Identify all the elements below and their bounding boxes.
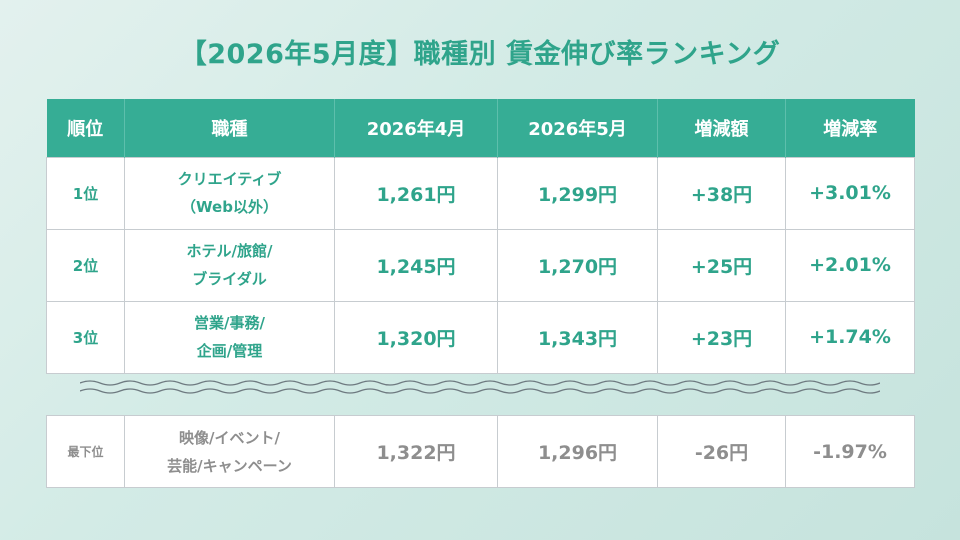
rank-cell: 3位 [46,300,125,374]
header-rate: 増減率 [785,99,915,157]
ranking-table: 順位 職種 2026年4月 2026年5月 増減額 増減率 1位 クリエイティブ… [46,99,915,374]
rank-cell: 2位 [46,228,125,302]
table-header-row: 順位 職種 2026年4月 2026年5月 増減額 増減率 [46,99,915,157]
may-wage-cell: 1,343円 [497,300,658,374]
diff-cell: +38円 [657,156,786,230]
april-wage-cell: 1,320円 [334,300,498,374]
header-job: 職種 [124,99,335,157]
april-wage-cell: 1,245円 [334,228,498,302]
may-wage-cell: 1,299円 [497,156,658,230]
job-line: 営業/事務/ [194,314,265,332]
rank-cell: 1位 [46,156,125,230]
job-line: ブライダル [192,270,267,288]
job-cell: クリエイティブ （Web以外） [124,156,335,230]
rate-cell: -1.97% [785,415,915,488]
job-cell: 映像/イベント/ 芸能/キャンペーン [124,415,335,488]
header-april: 2026年4月 [334,99,498,157]
diff-cell: +23円 [657,300,786,374]
rank-cell: 最下位 [46,415,125,488]
header-rank: 順位 [46,99,125,157]
job-line: 芸能/キャンペーン [167,456,292,475]
diff-cell: +25円 [657,228,786,302]
april-wage-cell: 1,261円 [334,156,498,230]
job-cell: 営業/事務/ 企画/管理 [124,300,335,374]
rate-cell: +1.74% [785,300,915,374]
job-cell: ホテル/旅館/ ブライダル [124,228,335,302]
job-line: クリエイティブ [177,170,282,188]
job-line: （Web以外） [181,198,278,216]
table-row: 3位 営業/事務/ 企画/管理 1,320円 1,343円 +23円 +1.74… [46,300,915,374]
rate-cell: +3.01% [785,156,915,230]
page-title: 【2026年5月度】職種別 賃金伸び率ランキング [179,39,781,70]
may-wage-cell: 1,270円 [497,228,658,302]
table-row: 2位 ホテル/旅館/ ブライダル 1,245円 1,270円 +25円 +2.0… [46,228,915,302]
job-line: 企画/管理 [196,342,263,360]
job-line: ホテル/旅館/ [186,242,273,260]
job-line: 映像/イベント/ [179,428,280,447]
april-wage-cell: 1,322円 [334,415,498,488]
table-row: 最下位 映像/イベント/ 芸能/キャンペーン 1,322円 1,296円 -26… [46,415,915,488]
header-may: 2026年5月 [497,99,658,157]
table-row: 1位 クリエイティブ （Web以外） 1,261円 1,299円 +38円 +3… [46,156,915,230]
lowest-rank-table: 最下位 映像/イベント/ 芸能/キャンペーン 1,322円 1,296円 -26… [46,415,915,488]
wave-divider [80,380,880,394]
header-diff: 増減額 [657,99,786,157]
diff-cell: -26円 [657,415,786,488]
may-wage-cell: 1,296円 [497,415,658,488]
rate-cell: +2.01% [785,228,915,302]
